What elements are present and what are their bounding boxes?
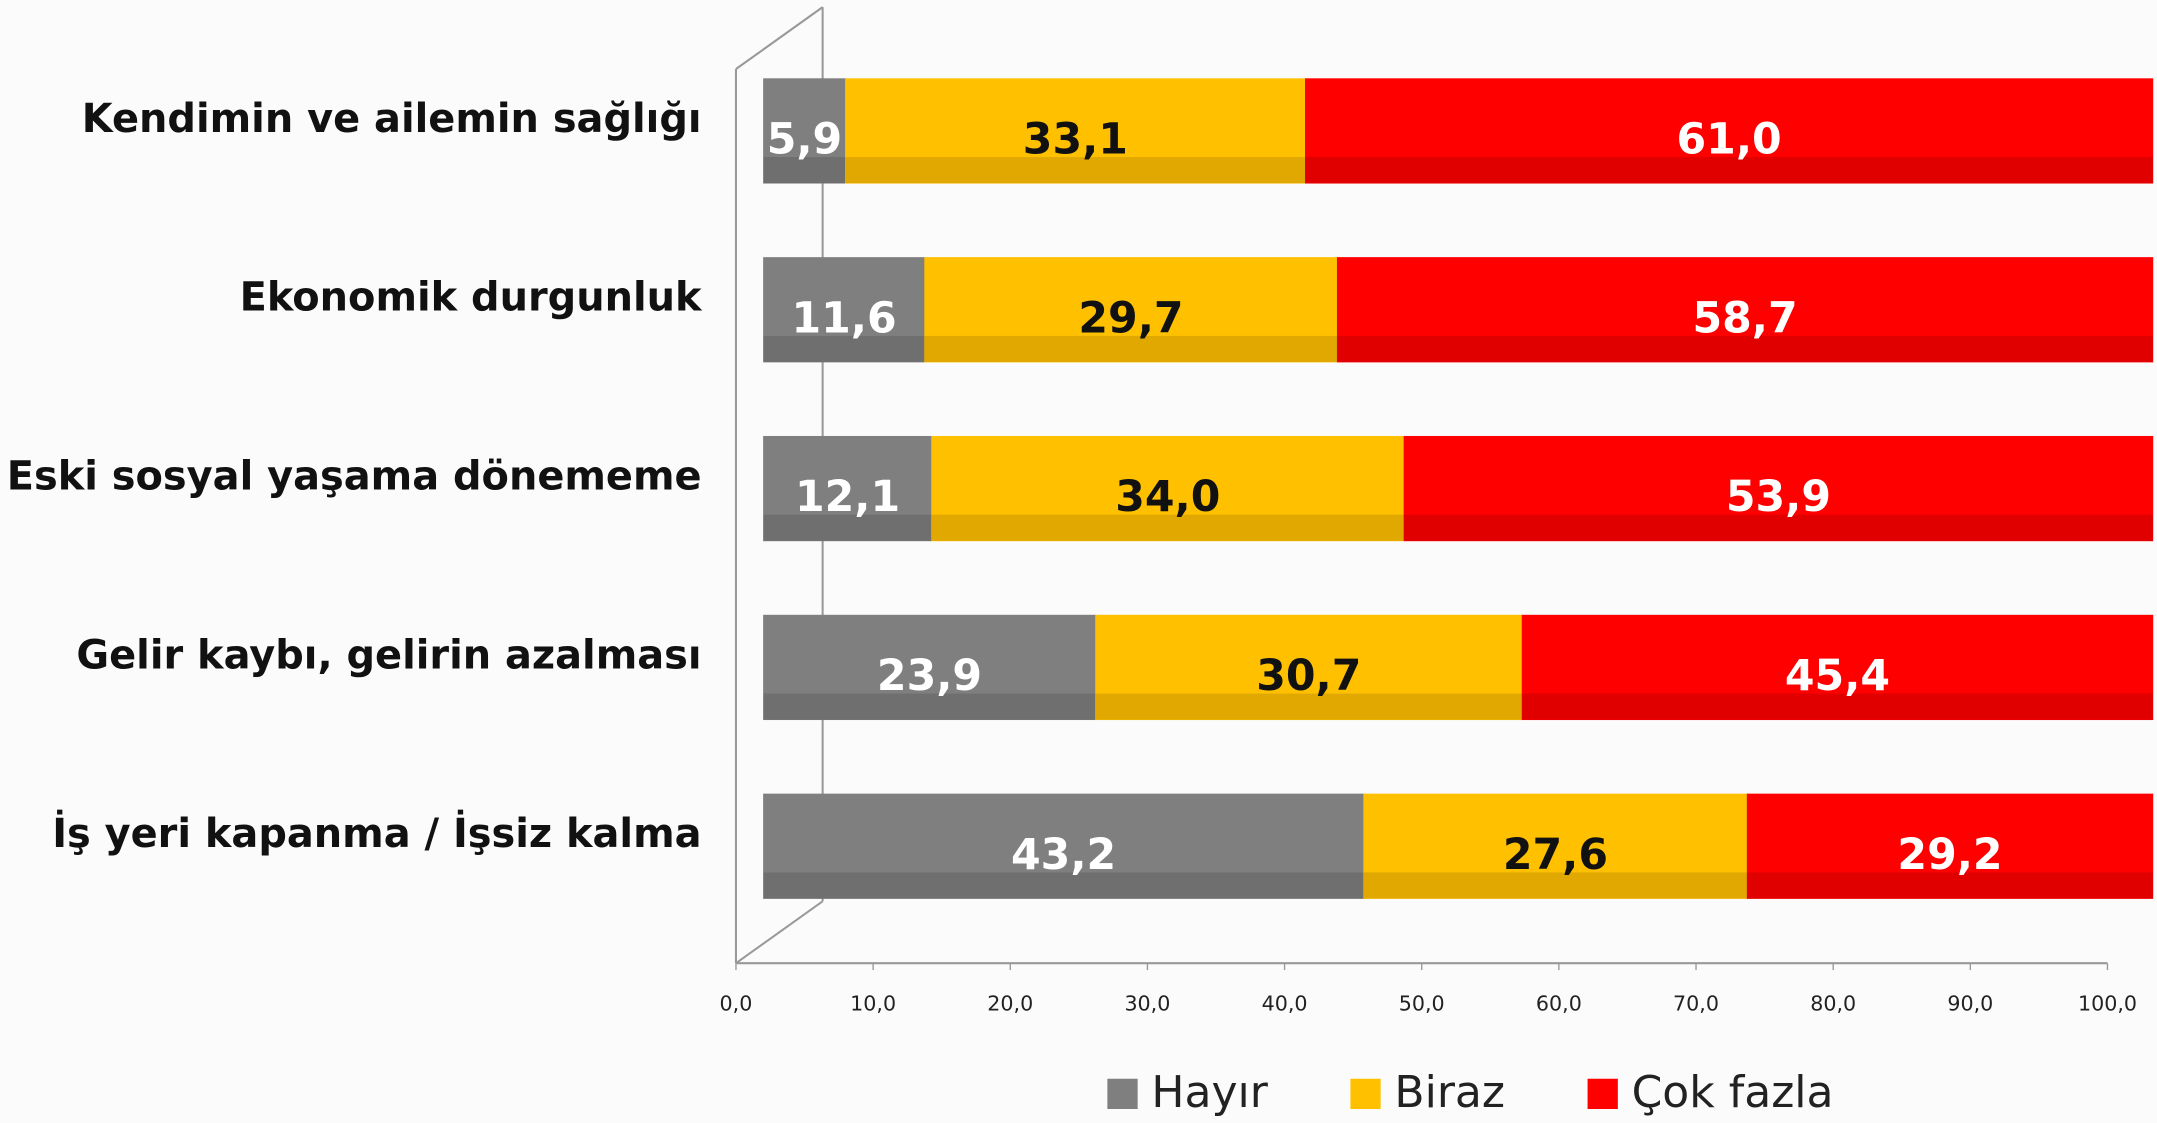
legend-swatch: [1588, 1079, 1618, 1109]
value-label: 34,0: [1115, 472, 1220, 522]
category-label: Eski sosyal yaşama dönememe: [7, 453, 702, 499]
x-tick-label: 80,0: [1810, 991, 1856, 1015]
category-label: Kendimin ve ailemin sağlığı: [82, 96, 702, 142]
value-label: 27,6: [1503, 830, 1608, 880]
category-label: İş yeri kapanma / İşsiz kalma: [52, 810, 701, 857]
value-label: 61,0: [1677, 114, 1782, 164]
value-label: 43,2: [1011, 830, 1116, 880]
category-label: Gelir kaybı, gelirin azalması: [76, 632, 701, 678]
x-tick-label: 60,0: [1536, 991, 1582, 1015]
legend-swatch: [1107, 1079, 1137, 1109]
x-tick-label: 50,0: [1399, 991, 1445, 1015]
value-label: 33,1: [1023, 114, 1128, 164]
legend-label: Çok fazla: [1632, 1067, 1834, 1118]
legend-label: Biraz: [1394, 1067, 1505, 1118]
x-tick-label: 70,0: [1673, 991, 1719, 1015]
x-tick-label: 20,0: [987, 991, 1033, 1015]
value-label: 23,9: [877, 651, 982, 701]
value-label: 45,4: [1785, 651, 1890, 701]
value-label: 30,7: [1256, 651, 1361, 701]
value-label: 12,1: [795, 472, 900, 522]
x-tick-label: 40,0: [1262, 991, 1308, 1015]
category-label: Ekonomik durgunluk: [240, 275, 703, 321]
x-tick-label: 100,0: [2078, 991, 2137, 1015]
x-tick-label: 30,0: [1124, 991, 1170, 1015]
legend-swatch: [1350, 1079, 1380, 1109]
legend-label: Hayır: [1151, 1067, 1268, 1118]
value-label: 11,6: [791, 293, 896, 343]
chart: 0,0 10,0 20,0 30,0 40,0 50,0 60,0 70,0 80,0 90,0 1…: [0, 0, 2157, 1123]
x-tick-label: 10,0: [850, 991, 896, 1015]
value-label: 5,9: [767, 114, 843, 164]
value-label: 58,7: [1692, 293, 1797, 343]
value-label: 29,2: [1897, 830, 2002, 880]
value-label: 53,9: [1726, 472, 1831, 522]
x-tick-label: 90,0: [1947, 991, 1993, 1015]
x-tick-label: 0,0: [720, 991, 753, 1015]
value-label: 29,7: [1078, 293, 1183, 343]
